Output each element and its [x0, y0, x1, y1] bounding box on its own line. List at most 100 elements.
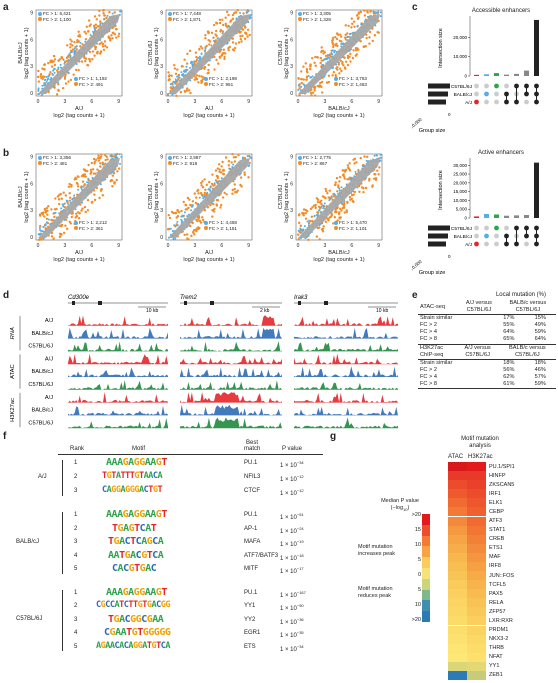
- legend-swatch: [422, 600, 430, 612]
- legend-swatch: [422, 557, 430, 568]
- tf-label: NKX3-2: [489, 636, 509, 643]
- table-row: FC > 8 61% 59%: [420, 381, 546, 387]
- gene-name: Irak3: [294, 295, 308, 301]
- heat-cell-atac: [448, 498, 467, 508]
- gene-name: Cd300e: [68, 295, 90, 301]
- upset-bar: [484, 74, 489, 76]
- coverage-track: [180, 327, 282, 339]
- upset-y-tick: 30,000: [453, 163, 467, 168]
- upset-dot: [484, 91, 489, 97]
- panel-label-a: a: [3, 2, 9, 13]
- p-value: 1 × 10−167: [280, 589, 306, 599]
- legend-swatch: [422, 578, 430, 590]
- coverage-track: [294, 327, 398, 339]
- group-size-bar: [428, 241, 446, 247]
- y-tick: 6: [290, 181, 293, 187]
- y-tick: 6: [290, 37, 293, 43]
- tf-label: CREB: [489, 536, 505, 543]
- legend-swatch: [422, 546, 430, 558]
- coverage-track: [180, 315, 282, 326]
- heatmap-color-legend: [422, 514, 430, 622]
- heat-cell-h3k27ac: [467, 652, 486, 662]
- y-tick: 3: [30, 208, 33, 214]
- motif-logo: TGACGGCGAA: [108, 613, 164, 625]
- x-tick: 6: [90, 99, 93, 105]
- legend-tick: >20: [411, 617, 421, 623]
- motif-heatmap: PU.1/SPI1 HINFP ZKSCAN5 IRF1 ELK1 CEBP ATF3 STA…: [448, 462, 558, 680]
- upset-y-label: Intersection size: [438, 28, 444, 68]
- y-tick: 9: [290, 10, 293, 16]
- group-size-label: Group size: [419, 128, 446, 134]
- upset-group-label: A/J: [465, 242, 473, 248]
- y-axis-label: C57BL/6J: [278, 41, 284, 66]
- x-tick: 0: [167, 99, 170, 105]
- coverage-track: [68, 353, 168, 365]
- heat-cell-atac: [448, 634, 467, 644]
- table-row: FC > 8 65% 64%: [420, 336, 546, 342]
- coverage-track: [68, 315, 168, 326]
- motif-logo: CACGTGAC: [112, 563, 157, 574]
- coverage-track: [180, 417, 282, 429]
- best-match: MITF: [244, 566, 258, 572]
- best-match: CTCF: [244, 488, 260, 494]
- heat-cell-atac: [448, 607, 467, 617]
- upset-bar: [504, 74, 509, 76]
- p-value: 1 × 10−12: [280, 474, 304, 483]
- heat-cell-h3k27ac: [467, 561, 486, 571]
- y-tick: 9: [30, 10, 33, 16]
- fc-label-bottom: FC > 1: 3,763 FC > 2: 1,463: [334, 76, 367, 87]
- y-tick: 3: [290, 208, 293, 214]
- y-tick: 9: [160, 10, 163, 16]
- track-strain-label: BALB/cJ: [32, 369, 54, 375]
- upset-dot: [474, 99, 479, 105]
- panel-label-b: b: [3, 148, 10, 159]
- coverage-track: [294, 406, 398, 416]
- group-size-bar: [428, 99, 446, 105]
- coverage-track: [180, 367, 282, 377]
- upset-group-label: A/J: [465, 100, 473, 106]
- upset-y-tick: 20,000: [453, 35, 467, 40]
- p-value: 1 × 10−35: [280, 630, 304, 639]
- diagonal-density: [168, 158, 250, 238]
- x-tick: 6: [350, 243, 353, 249]
- heat-cell-atac: [448, 543, 467, 553]
- x-tick: 9: [247, 243, 250, 249]
- h3k27ac-label: H3K27ac ChIP-seq: [420, 345, 444, 358]
- heat-cell-atac: [448, 598, 467, 608]
- fc-label-top: FC > 1: 2,775 FC > 2: 867: [298, 155, 331, 166]
- motif-logo: AAAGAGGAAGT: [106, 457, 167, 468]
- assay-label: H3K27ac: [10, 398, 16, 422]
- upset-y-tick: 0: [464, 74, 467, 79]
- legend-tick: 15: [414, 527, 421, 533]
- coverage-track: [68, 367, 168, 377]
- coverage-track: [294, 342, 398, 352]
- heat-cell-atac: [448, 616, 467, 626]
- y-tick: 6: [30, 181, 33, 187]
- panel-label-d: d: [3, 290, 10, 301]
- legend-increase-label: Motif mutation increases peak: [358, 544, 395, 557]
- motif-rank: 3: [74, 488, 78, 494]
- coverage-track: [294, 417, 398, 429]
- tf-label: ELK1: [489, 499, 503, 506]
- best-match: ETS: [244, 643, 256, 650]
- track-strain-label: A/J: [45, 395, 53, 401]
- y-axis-units: log2 (tag counts + 1): [284, 27, 290, 78]
- heat-cell-h3k27ac: [467, 471, 486, 481]
- y-tick: 3: [290, 64, 293, 70]
- y-tick: 6: [160, 37, 163, 43]
- x-axis-units: log2 (tag counts + 1): [313, 113, 364, 118]
- legend-tick: 10: [414, 542, 421, 548]
- upset-group-label: BALB/cJ: [454, 234, 473, 240]
- heat-cell-h3k27ac: [467, 571, 486, 581]
- upset-y-tick: 0: [464, 216, 467, 221]
- tf-label: LXR:RXR: [489, 617, 513, 624]
- coverage-track: [180, 404, 282, 416]
- upset-dot: [524, 99, 529, 105]
- x-axis-label: A/J: [75, 106, 83, 112]
- track-strain-label: BALB/cJ: [32, 408, 54, 414]
- tf-label: PAX5: [489, 590, 503, 597]
- x-axis-units: log2 (tag counts + 1): [53, 113, 104, 118]
- x-tick: 3: [193, 99, 196, 105]
